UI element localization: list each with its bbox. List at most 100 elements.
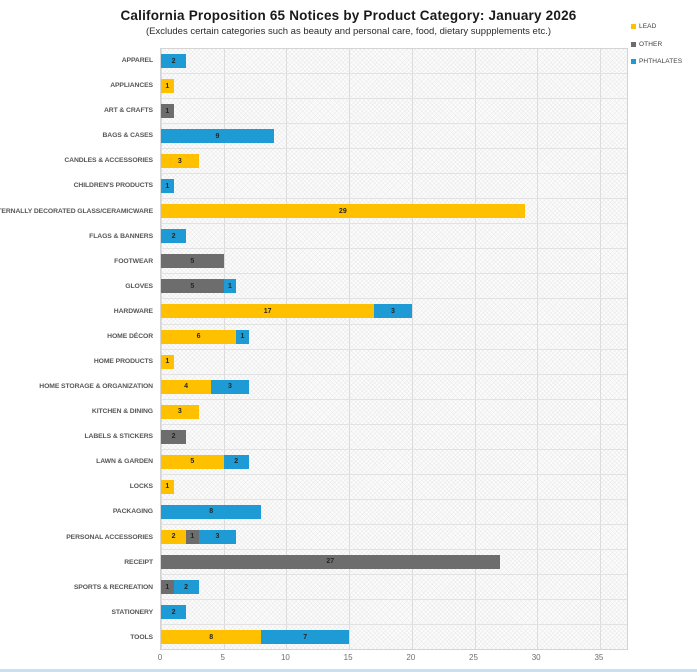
stacked-bar: 5 xyxy=(161,254,224,269)
bar-value-label: 2 xyxy=(171,433,176,441)
category-label: GLOVES xyxy=(125,282,153,290)
x-tick-label: 15 xyxy=(343,653,353,662)
bar-rows: 2 1 1 9 3 1 29 2 5 5 1 17 3 6 1 1 4 3 3 2 5 2 1 8 2 1 3 27 1 2 2 8 7 xyxy=(161,49,627,649)
bar-value-label: 1 xyxy=(165,358,170,366)
category-row: 2 1 3 xyxy=(161,525,627,550)
stacked-bar: 3 xyxy=(161,154,199,169)
bar-segment-lead: 2 xyxy=(161,529,187,544)
window-bottom-edge xyxy=(0,669,697,672)
category-row: 1 xyxy=(161,475,627,500)
bar-segment-phthalates: 2 xyxy=(223,454,249,469)
legend-label: LEAD xyxy=(639,23,657,30)
category-label: LAWN & GARDEN xyxy=(96,458,153,466)
bar-value-label: 5 xyxy=(190,458,195,466)
bar-segment-other: 1 xyxy=(161,580,174,594)
bar-value-label: 2 xyxy=(171,57,176,65)
category-label: KITCHEN & DINING xyxy=(91,408,153,416)
bar-value-label: 2 xyxy=(184,583,189,591)
category-label: PACKAGING xyxy=(112,508,153,516)
bar-value-label: 2 xyxy=(171,533,176,541)
x-tick-label: 5 xyxy=(220,653,225,662)
bar-value-label: 1 xyxy=(228,282,232,290)
stacked-bar: 3 xyxy=(161,404,199,419)
bar-segment-phthalates: 2 xyxy=(173,580,199,594)
category-label: CHILDREN'S PRODUCTS xyxy=(73,182,154,190)
bar-value-label: 9 xyxy=(215,132,220,140)
stacked-bar: 1 xyxy=(161,479,174,494)
bar-value-label: 1 xyxy=(165,583,170,591)
bar-segment-phthalates: 3 xyxy=(198,529,237,544)
category-label: HOME STORAGE & ORGANIZATION xyxy=(39,383,153,391)
bar-segment-phthalates: 1 xyxy=(236,329,249,344)
bar-segment-phthalates: 1 xyxy=(161,179,174,194)
bar-segment-phthalates: 2 xyxy=(161,54,187,69)
bar-segment-phthalates: 1 xyxy=(223,279,237,294)
x-tick-label: 30 xyxy=(531,653,541,662)
bar-value-label: 8 xyxy=(209,508,214,516)
category-label: HARDWARE xyxy=(113,307,153,315)
bar-value-label: 3 xyxy=(215,533,220,541)
bar-value-label: 4 xyxy=(184,383,189,391)
category-label: BAGS & CASES xyxy=(102,132,153,140)
legend-label: PHTHALATES xyxy=(639,58,683,65)
category-label: HOME DÉCOR xyxy=(107,332,153,340)
stacked-bar: 2 xyxy=(161,429,187,444)
stacked-bar: 17 3 xyxy=(161,304,412,319)
category-label: PERSONAL ACCESSORIES xyxy=(66,533,153,541)
category-row: 27 xyxy=(161,550,627,575)
category-row: 9 xyxy=(161,124,627,150)
category-label: LABELS & STICKERS xyxy=(84,433,153,441)
legend-item-phthalates: PHTHALATES xyxy=(631,58,682,65)
category-row: 8 xyxy=(161,500,627,525)
category-row: 5 xyxy=(161,249,627,275)
stacked-bar: 8 xyxy=(161,504,262,519)
category-label: CANDLES & ACCESSORIES xyxy=(64,157,153,165)
x-tick-label: 35 xyxy=(594,653,604,662)
bar-value-label: 1 xyxy=(190,533,195,541)
bar-value-label: 17 xyxy=(263,307,272,315)
plot-area: 2 1 1 9 3 1 29 2 5 5 1 17 3 6 1 1 4 3 3 2 5 2 1 8 2 1 3 27 1 2 2 8 7 xyxy=(160,48,628,650)
x-tick-label: 0 xyxy=(157,653,163,662)
bar-value-label: 1 xyxy=(165,107,170,115)
category-label: RECEIPT xyxy=(124,558,153,566)
category-row: 2 xyxy=(161,224,627,250)
stacked-bar: 2 xyxy=(161,229,187,244)
category-label: FOOTWEAR xyxy=(114,257,153,265)
category-axis: APPAREL APPLIANCES ART & CRAFTS BAGS & CASE… xyxy=(0,48,160,650)
bar-segment-phthalates: 2 xyxy=(161,605,187,620)
bar-segment-lead: 1 xyxy=(161,479,174,494)
legend: LEAD OTHER PHTHALATES xyxy=(631,23,682,76)
bar-segment-other: 1 xyxy=(161,104,174,119)
category-row: 17 3 xyxy=(161,299,627,325)
legend-swatch-icon xyxy=(631,59,636,64)
stacked-bar: 9 xyxy=(161,129,274,144)
bar-segment-lead: 1 xyxy=(161,79,174,94)
category-label: LOCKS xyxy=(129,483,153,491)
legend-item-lead: LEAD xyxy=(631,23,682,30)
legend-swatch-icon xyxy=(631,41,636,47)
bar-value-label: 3 xyxy=(177,157,182,165)
bar-value-label: 1 xyxy=(240,333,245,341)
bar-value-label: 2 xyxy=(234,458,239,466)
legend-label: OTHER xyxy=(639,40,663,48)
chart-subtitle: (Excludes certain categories such as bea… xyxy=(145,26,552,37)
category-row: 2 xyxy=(161,425,627,450)
bar-value-label: 29 xyxy=(338,207,347,215)
stacked-bar: 2 xyxy=(161,605,187,620)
category-label: STATIONERY xyxy=(111,608,153,616)
bar-value-label: 3 xyxy=(391,307,395,315)
category-label: APPAREL xyxy=(121,57,153,65)
category-row: 1 xyxy=(161,174,627,200)
bar-segment-other: 1 xyxy=(186,529,199,544)
stacked-bar: 27 xyxy=(161,554,500,569)
bar-segment-phthalates: 3 xyxy=(211,379,249,394)
bar-segment-lead: 4 xyxy=(161,379,212,394)
